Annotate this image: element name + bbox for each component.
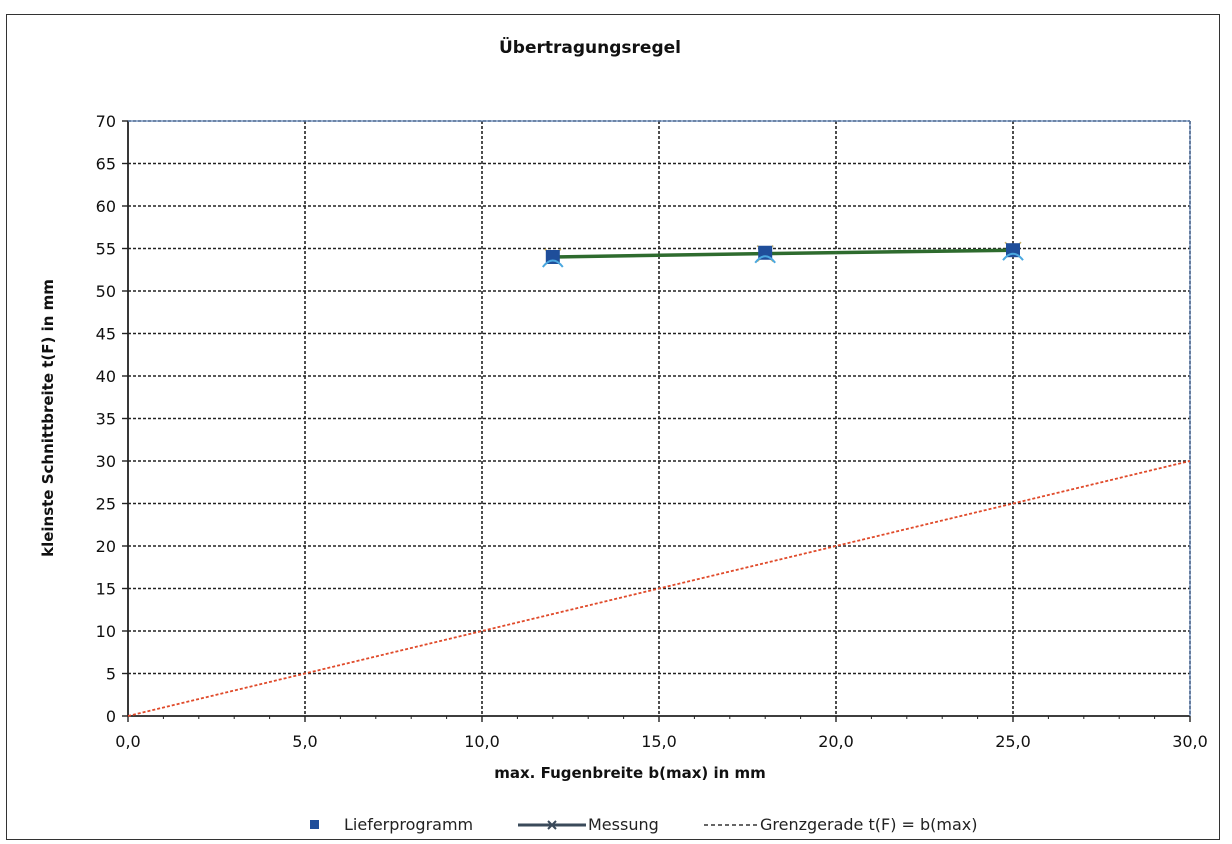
messung-line	[552, 248, 1014, 259]
y-tick-label: 5	[106, 665, 116, 684]
x-axis-label: max. Fugenbreite b(max) in mm	[494, 764, 766, 782]
legend-item-lieferprogramm: Lieferprogramm	[308, 815, 473, 834]
x-tick-label: 0,0	[115, 732, 140, 751]
y-tick-label: 40	[96, 367, 116, 386]
y-tick-label: 10	[96, 622, 116, 641]
legend-item-grenzgerade: Grenzgerade t(F) = b(max)	[702, 815, 978, 834]
grenzgerade-line	[127, 460, 1191, 717]
lieferprogramm-marker-accent	[754, 255, 776, 264]
legend-item-messung: Messung	[516, 815, 659, 834]
series-layer	[127, 241, 1191, 717]
tick-labels-layer: 0 5 10 15 20 25 30 35 40 45 50 55 60 65 70 0,0 5,0 10,0 15…	[96, 112, 1208, 751]
x-tick-label: 15,0	[641, 732, 677, 751]
chart-title: Übertragungsregel	[499, 38, 681, 58]
x-tick-label: 25,0	[995, 732, 1031, 751]
y-tick-label: 55	[96, 240, 116, 259]
legend: Lieferprogramm Messung Grenzgerade t(F) …	[0, 815, 1232, 839]
legend-label-messung: Messung	[588, 815, 659, 834]
grid-layer	[128, 120, 1191, 716]
x-tick-label: 5,0	[292, 732, 317, 751]
y-tick-label: 30	[96, 452, 116, 471]
legend-label-grenzgerade: Grenzgerade t(F) = b(max)	[760, 815, 978, 834]
lieferprogramm-marker-accent	[542, 259, 564, 268]
y-tick-label: 50	[96, 282, 116, 301]
y-tick-label: 70	[96, 112, 116, 131]
y-tick-label: 15	[96, 580, 116, 599]
legend-line-icon	[518, 819, 586, 830]
y-tick-label: 65	[96, 155, 116, 174]
chart-frame	[6, 14, 1220, 840]
legend-dashed-line-icon	[704, 823, 758, 826]
y-tick-label: 35	[96, 410, 116, 429]
lieferprogramm-marker-accent	[1002, 252, 1024, 261]
y-tick-label: 20	[96, 537, 116, 556]
legend-label-lieferprogramm: Lieferprogramm	[344, 815, 474, 834]
legend-marker-square-icon	[310, 819, 319, 829]
y-tick-label: 45	[96, 325, 116, 344]
x-tick-label: 10,0	[464, 732, 500, 751]
x-tick-label: 20,0	[818, 732, 854, 751]
y-tick-label: 60	[96, 197, 116, 216]
axes-layer	[122, 120, 1191, 722]
x-tick-label: 30,0	[1172, 732, 1208, 751]
y-tick-label: 0	[106, 707, 116, 726]
y-tick-label: 25	[96, 495, 116, 514]
